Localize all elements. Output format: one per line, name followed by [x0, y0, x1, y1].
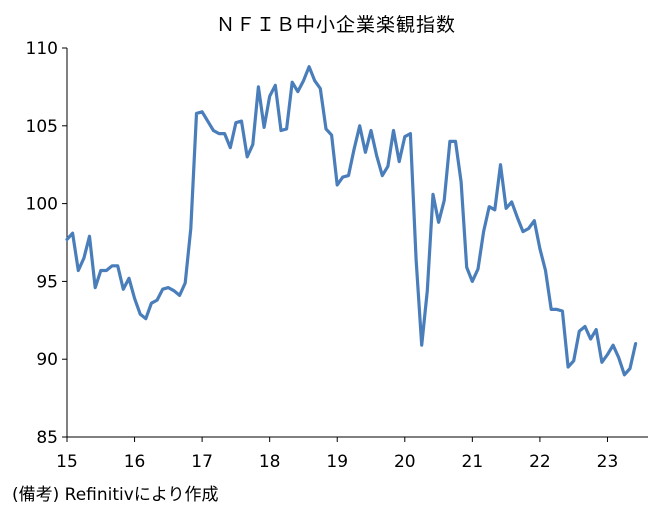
x-tick-label: 22 [529, 452, 551, 472]
x-tick-label: 15 [56, 452, 78, 472]
x-tick-label: 18 [259, 452, 281, 472]
y-tick-label: 105 [26, 117, 58, 137]
chart-title: ＮＦＩＢ中小企業楽観指数 [215, 14, 456, 36]
x-tick-label: 19 [326, 452, 348, 472]
y-tick-label: 85 [36, 428, 58, 448]
y-axis-ticks: 85 90 95 100 105 110 [26, 39, 67, 448]
series-group [65, 65, 638, 377]
y-tick-label: 100 [26, 195, 58, 215]
y-tick-label: 90 [36, 350, 58, 370]
x-tick-label: 23 [597, 452, 619, 472]
y-tick-label: 110 [26, 39, 58, 59]
x-axis-ticks: 15 16 17 18 19 20 21 22 23 [56, 437, 618, 472]
x-tick-label: 20 [394, 452, 416, 472]
axes [66, 48, 648, 438]
x-tick-label: 17 [191, 452, 213, 472]
x-tick-label: 16 [124, 452, 146, 472]
source-note: (備考) Refinitivにより作成 [12, 485, 219, 505]
series-line [65, 65, 638, 377]
x-tick-label: 21 [462, 452, 484, 472]
y-tick-label: 95 [36, 272, 58, 292]
